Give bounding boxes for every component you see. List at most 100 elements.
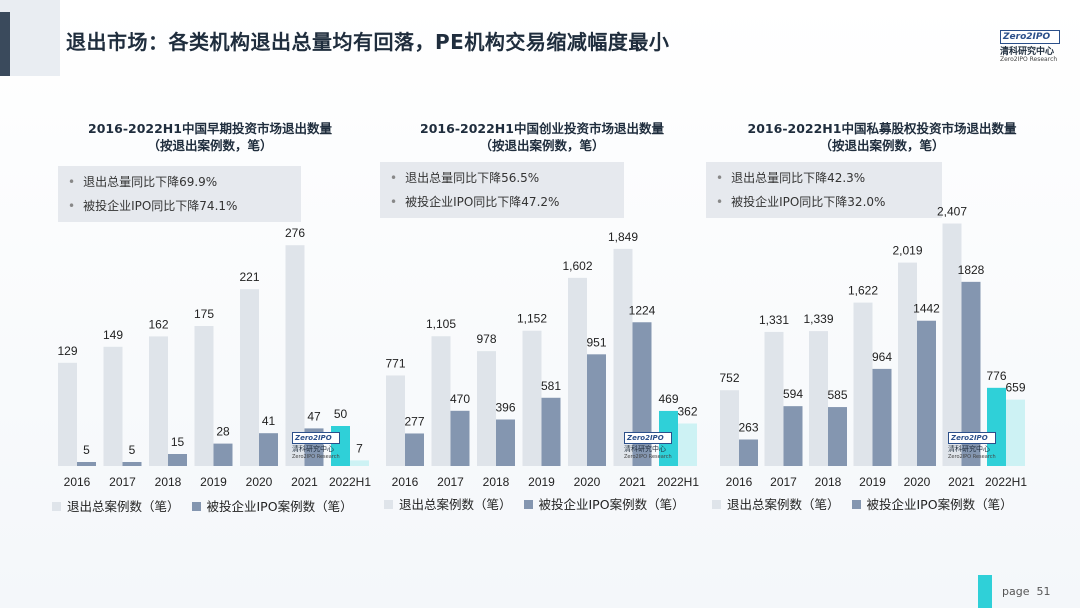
chart3-bar-total-2021 <box>942 223 962 466</box>
chart3-label-total-2021: 2,407 <box>937 205 967 219</box>
chart2-xtick-2019: 2019 <box>528 475 555 489</box>
chart3-xtick-2019: 2019 <box>859 475 886 489</box>
chart2-xtick-2020: 2020 <box>574 475 601 489</box>
chart1-label-ipo-2018: 15 <box>171 435 185 449</box>
chart1-label-ipo-2019: 28 <box>216 425 230 439</box>
chart2-label-ipo-2018: 396 <box>495 400 515 414</box>
chart1-stat-total: 退出总量同比下降69.9% <box>68 170 293 194</box>
legend-total-label: 退出总案例数（笔） <box>399 497 512 512</box>
chart2-watermark-logo: Zero2IPO 清科研究中心 Zero2IPO Research <box>624 432 672 462</box>
chart2-bar-total-2019 <box>522 330 542 466</box>
chart1-legend: 退出总案例数（笔） 被投企业IPO案例数（笔） <box>52 496 353 515</box>
legend-swatch-ipo <box>523 500 533 509</box>
chart3-title-line1: 2016-2022H1中国私募股权投资市场退出数量 <box>747 121 1017 136</box>
chart3-stat-box: 退出总量同比下降42.3% 被投企业IPO同比下降32.0% <box>706 162 942 218</box>
chart1-label-ipo-2020: 41 <box>262 414 276 428</box>
legend-ipo-label: 被投企业IPO案例数（笔） <box>206 499 353 514</box>
chart3-bar-ipo-2017 <box>783 406 803 466</box>
chart3-stat-total: 退出总量同比下降42.3% <box>716 166 934 190</box>
chart1-label-ipo-2017: 5 <box>129 443 136 457</box>
chart2-bar-total-2021 <box>613 248 633 466</box>
chart3-bar-ipo-2018 <box>828 407 847 466</box>
chart2-bar-ipo-2018 <box>496 419 515 466</box>
chart2-bar-ipo-2019 <box>541 397 561 466</box>
chart2-stat-box: 退出总量同比下降56.5% 被投企业IPO同比下降47.2% <box>380 162 624 218</box>
header-band <box>0 0 60 76</box>
chart3-label-total-2019: 1,622 <box>848 284 878 298</box>
chart2-title-line2: （按退出案例数，笔） <box>479 138 605 153</box>
legend-swatch-total <box>384 500 393 509</box>
chart1-bar-total-2016 <box>58 362 77 466</box>
chart1-title-line2: （按退出案例数，笔） <box>147 138 273 153</box>
chart1-xtick-2017: 2017 <box>109 475 136 489</box>
chart1-xtick-2016: 2016 <box>64 475 91 489</box>
chart1-bar-ipo-2016 <box>77 462 96 466</box>
chart2-bar-ipo-2017 <box>450 410 470 466</box>
chart3-xtick-2017: 2017 <box>770 475 797 489</box>
chart1-stat-ipo: 被投企业IPO同比下降74.1% <box>68 194 293 218</box>
chart3-xtick-2021: 2021 <box>948 475 975 489</box>
chart2-bar-ipo-2020 <box>587 354 606 466</box>
legend-swatch-total <box>52 502 61 511</box>
chart2-legend-total: 退出总案例数（笔） <box>384 497 512 512</box>
chart3-xtick-2022H1: 2022H1 <box>985 475 1027 489</box>
legend-ipo-label: 被投企业IPO案例数（笔） <box>866 497 1013 512</box>
chart2-label-total-2021: 1,849 <box>608 230 638 244</box>
chart2-bar-ipo-2022H1 <box>678 423 697 466</box>
chart1-bar-ipo-2019 <box>213 443 233 466</box>
logo-cn-text: 清科研究中心 <box>1000 47 1055 57</box>
chart2-label-total-2017: 1,105 <box>426 317 456 331</box>
chart3-legend-total: 退出总案例数（笔） <box>712 497 840 512</box>
chart2-bar-ipo-2021 <box>632 322 652 466</box>
chart3-watermark-cn: 清科研究中心 <box>948 445 990 453</box>
chart2-stat-ipo: 被投企业IPO同比下降47.2% <box>390 190 616 214</box>
chart1-stat-box: 退出总量同比下降69.9% 被投企业IPO同比下降74.1% <box>58 166 301 222</box>
chart3-bar-ipo-2019 <box>872 368 892 466</box>
chart2-label-total-2020: 1,602 <box>562 259 592 273</box>
chart1-bar-total-2019 <box>194 326 214 466</box>
chart2-label-ipo-2016: 277 <box>404 414 424 428</box>
chart3-bar-total-2019 <box>853 302 873 466</box>
chart3-bar-total-2020 <box>898 262 917 466</box>
chart2-label-ipo-2019: 581 <box>541 379 561 393</box>
chart3-watermark-box: Zero2IPO <box>948 432 996 444</box>
chart1-bar-ipo-2022H1 <box>350 460 369 466</box>
chart3-title: 2016-2022H1中国私募股权投资市场退出数量 （按退出案例数，笔） <box>704 120 1060 154</box>
chart3-label-ipo-2017: 594 <box>783 387 803 401</box>
chart2-stat-total: 退出总量同比下降56.5% <box>390 166 616 190</box>
chart1-bar-total-2021 <box>285 245 305 466</box>
chart3-bar-ipo-2021 <box>961 281 981 466</box>
chart1-label-total-2022H1: 50 <box>334 407 348 421</box>
chart1-label-total-2020: 221 <box>239 270 259 284</box>
legend-swatch-total <box>712 500 721 509</box>
legend-total-label: 退出总案例数（笔） <box>727 497 840 512</box>
chart1-xtick-2022H1: 2022H1 <box>329 475 371 489</box>
legend-swatch-ipo <box>191 502 201 511</box>
chart3-label-total-2018: 1,339 <box>803 312 833 326</box>
chart2-watermark-box: Zero2IPO <box>624 432 672 444</box>
chart3-bar-total-2016 <box>720 390 739 466</box>
chart1-label-ipo-2021: 47 <box>307 409 321 423</box>
chart2-title: 2016-2022H1中国创业投资市场退出数量 （按退出案例数，笔） <box>372 120 712 154</box>
chart3-xtick-2018: 2018 <box>815 475 842 489</box>
chart2-bar-total-2016 <box>386 375 405 466</box>
chart1-label-total-2021: 276 <box>285 226 305 240</box>
chart1-watermark-box: Zero2IPO <box>292 432 340 444</box>
chart1-xtick-2021: 2021 <box>291 475 318 489</box>
page-title: 退出市场：各类机构退出总量均有回落，PE机构交易缩减幅度最小 <box>66 30 670 54</box>
chart2-watermark-cn: 清科研究中心 <box>624 445 666 453</box>
chart2-label-total-2019: 1,152 <box>517 312 547 326</box>
chart1-bar-total-2020 <box>240 289 259 466</box>
chart1-bar-ipo-2018 <box>168 454 187 466</box>
chart2-label-ipo-2022H1: 362 <box>677 404 697 418</box>
chart1-label-ipo-2022H1: 7 <box>356 441 363 455</box>
chart1-label-ipo-2016: 5 <box>83 443 90 457</box>
page-number: page 51 <box>1002 585 1050 598</box>
chart1-watermark-en: Zero2IPO Research <box>292 454 340 460</box>
chart3-legend: 退出总案例数（笔） 被投企业IPO案例数（笔） <box>712 494 1013 513</box>
chart3-bar-total-2022H1 <box>987 387 1006 466</box>
chart1-label-total-2019: 175 <box>194 307 214 321</box>
chart3-label-ipo-2020: 1442 <box>913 302 940 316</box>
chart1-bar-ipo-2020 <box>259 433 278 466</box>
